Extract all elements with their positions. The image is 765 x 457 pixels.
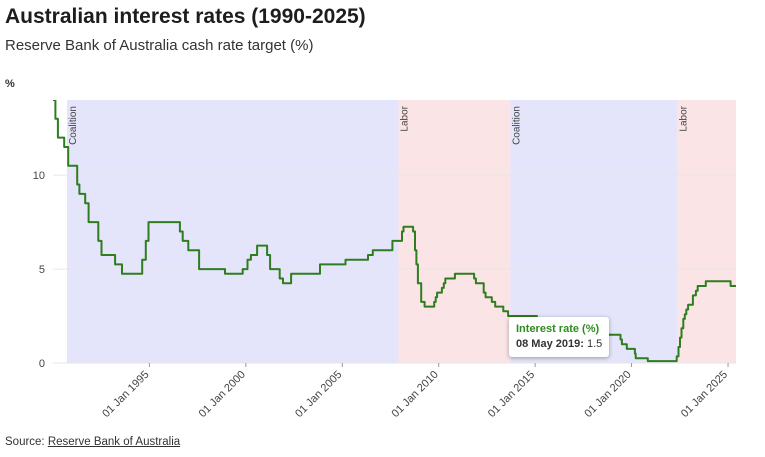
period-band-labor-3 [677, 100, 736, 363]
x-tick-label-3: 01 Jan 2010 [390, 369, 441, 420]
source-prefix: Source: [5, 436, 48, 448]
x-axis-ticks: 01 Jan 1995 01 Jan 2000 01 Jan 2005 01 Jan … [100, 363, 730, 420]
tooltip-value: 1.5 [586, 338, 603, 350]
y-axis-unit-label: % [5, 78, 15, 90]
period-label-labor-1: Labor [399, 105, 410, 131]
chart-subtitle: Reserve Bank of Australia cash rate targ… [5, 37, 314, 54]
source-link[interactable]: Reserve Bank of Australia [47, 436, 181, 448]
period-label-labor-3: Labor [679, 105, 690, 131]
y-tick-label-10: 10 [33, 170, 45, 182]
government-period-bands: Coalition Labor Coalition Labor [67, 100, 736, 363]
y-tick-label-0: 0 [39, 358, 45, 370]
x-tick-label-6: 01 Jan 2025 [679, 369, 730, 420]
y-axis-ticks: 0 5 10 [33, 170, 45, 370]
series-line-layer [53, 100, 736, 363]
tooltip-title: Interest rate (%) [516, 323, 600, 335]
x-tick-label-2: 01 Jan 2005 [293, 369, 344, 420]
period-band-coalition-0 [67, 100, 399, 363]
x-tick-label-0: 01 Jan 1995 [100, 369, 151, 420]
chart-title: Australian interest rates (1990-2025) [5, 5, 366, 28]
gridlines [53, 174, 736, 364]
period-label-coalition-0: Coalition [68, 106, 79, 145]
x-tick-label-5: 01 Jan 2020 [582, 369, 633, 420]
x-tick-label-4: 01 Jan 2015 [486, 369, 537, 420]
period-label-coalition-2: Coalition [511, 106, 522, 145]
series-line-0 [53, 100, 736, 363]
x-tick-label-1: 01 Jan 2000 [197, 369, 248, 420]
data-tooltip: Interest rate (%) 08 May 2019: 1.5 [509, 317, 610, 357]
y-tick-label-5: 5 [39, 264, 45, 276]
period-band-labor-1 [398, 100, 511, 363]
source-note: Source: Reserve Bank of Australia [5, 436, 180, 448]
tooltip-date: 08 May 2019: [516, 338, 584, 350]
